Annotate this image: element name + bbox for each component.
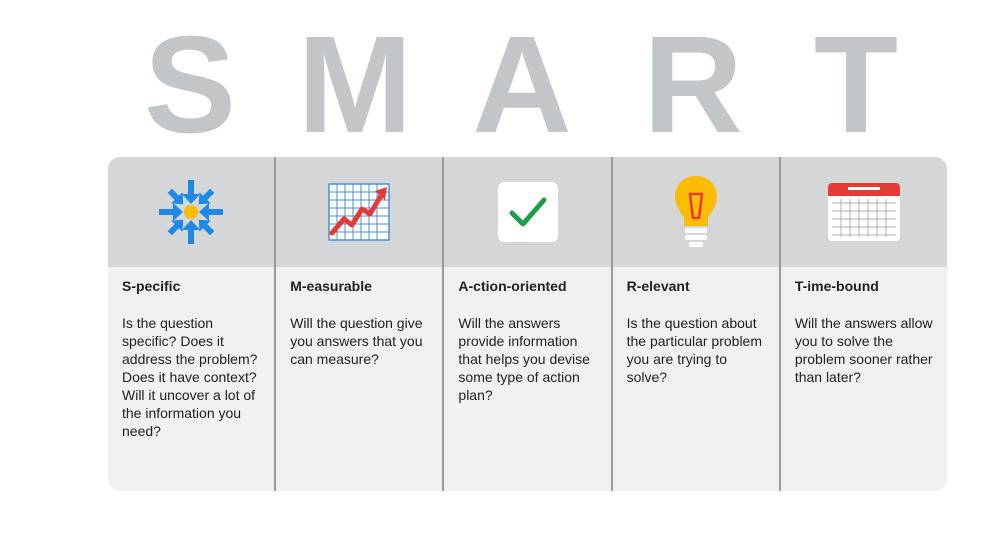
column-heading: M-easurable: [290, 278, 372, 294]
column-measurable: M-easurable Will the question give you a…: [276, 157, 445, 491]
column-body: Is the question specific? Does it addres…: [122, 315, 258, 439]
column-body: Will the question give you answers that …: [290, 315, 423, 367]
icon-band: [612, 157, 779, 267]
column-body: Is the question about the particular pro…: [626, 315, 763, 385]
column-heading: S-pecific: [122, 278, 181, 294]
smart-table: S-pecific Is the question specific? Does…: [108, 157, 947, 491]
focus-arrows-icon: [159, 180, 224, 244]
title-letter-t: T: [813, 8, 899, 162]
title-letter-a: A: [472, 8, 572, 162]
title-letter-m: M: [297, 8, 413, 162]
title-letter-r: R: [643, 8, 743, 162]
column-heading: R-elevant: [626, 278, 690, 294]
lightbulb-icon: [674, 176, 717, 247]
column-body: Will the answers provide information tha…: [458, 315, 590, 403]
column-action-oriented: A-ction-oriented Will the answers provid…: [444, 157, 613, 491]
column-heading: T-ime-bound: [794, 278, 879, 294]
growth-chart-icon: [328, 183, 391, 241]
icon-band: [444, 157, 611, 267]
column-relevant: R-elevant Is the question about the part…: [612, 157, 781, 491]
icon-band: [276, 157, 443, 267]
icon-band: [108, 157, 275, 267]
smart-title: S M A R T: [0, 0, 1006, 154]
icon-band: [780, 157, 947, 267]
column-body: Will the answers allow you to solve the …: [794, 315, 933, 385]
column-specific: S-pecific Is the question specific? Does…: [108, 157, 277, 491]
checkmark-icon: [497, 182, 558, 242]
title-letter-s: S: [143, 8, 237, 162]
column-heading: A-ction-oriented: [458, 278, 567, 294]
column-time-bound: T-ime-bound Will the answers allow you t…: [780, 157, 947, 491]
calendar-icon: [827, 183, 900, 241]
